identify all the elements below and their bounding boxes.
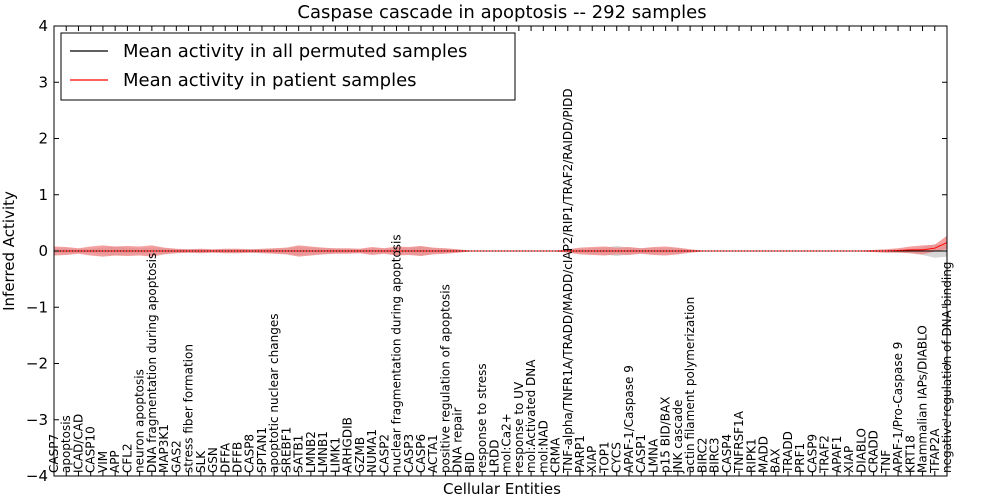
- category-label: Mammalian IAPs/DIABLO: [916, 325, 930, 473]
- category-label: SPTAN1: [255, 427, 269, 473]
- category-label: CASP3: [402, 434, 416, 473]
- x-axis-title: Cellular Entities: [443, 480, 561, 498]
- category-label: mol:NAD: [536, 420, 550, 473]
- category-label: ACTA1: [426, 434, 440, 473]
- plot-frame: [53, 25, 948, 477]
- legend-box: [60, 32, 516, 101]
- y-tick-label: 0: [38, 242, 48, 260]
- category-label: JNK cascade: [671, 400, 685, 474]
- category-label: CFL2: [120, 443, 134, 473]
- category-label: BAX: [769, 448, 783, 473]
- category-label: CRMA: [549, 437, 563, 473]
- y-tick-label: −4: [26, 467, 48, 485]
- x-axis-ticks: [53, 26, 948, 476]
- category-label: CASP8: [243, 434, 257, 473]
- category-label: apoptosis: [59, 415, 73, 473]
- category-label: TOP1: [597, 441, 611, 474]
- category-label: BID: [463, 452, 477, 473]
- category-label: LMNB1: [316, 431, 330, 473]
- category-label: NUMA1: [365, 429, 379, 473]
- category-label: stress fiber formation: [182, 344, 196, 473]
- category-label: TFAP2A: [928, 428, 942, 474]
- category-label: SLK: [194, 450, 208, 473]
- category-label: TNF-alpha/TNFR1A/TRADD/MADD/cIAP2/RIP1/T…: [561, 88, 575, 474]
- category-label: BIRC3: [708, 437, 722, 473]
- category-label: DFFB: [230, 442, 244, 473]
- category-label: DIABLO: [854, 428, 868, 473]
- category-label: CASP9: [805, 434, 819, 473]
- category-label: APAF-1/Caspase 9: [622, 365, 636, 473]
- category-label: BIRC2: [695, 437, 709, 473]
- category-label: LIMK1: [328, 437, 342, 473]
- y-tick-label: 2: [38, 130, 48, 148]
- category-label: TRADD: [781, 431, 795, 474]
- category-label: TNFRSF1A: [732, 410, 746, 474]
- category-label: VIM: [96, 451, 110, 473]
- category-label: LMNA: [646, 438, 660, 473]
- category-label: CASP6: [414, 434, 428, 473]
- category-label: apoptotic nuclear changes: [267, 314, 281, 473]
- category-labels: CASP7apoptosisICAD/CADCASP10VIMAPPCFL2ne…: [47, 88, 954, 474]
- category-label: nuclear fragmentation during apoptosis: [390, 234, 404, 473]
- legend-label-patient: Mean activity in patient samples: [123, 70, 417, 91]
- category-label: KRT18: [903, 435, 917, 473]
- category-label: CYCS: [610, 442, 624, 473]
- category-label: RIPK1: [744, 438, 758, 473]
- category-label: actin filament polymerization: [683, 297, 697, 473]
- y-tick-label: −1: [26, 298, 48, 316]
- category-label: PRF1: [793, 443, 807, 473]
- category-label: mol:Activated DNA: [524, 359, 538, 473]
- category-label: APAF-1/Pro-Caspase 9: [891, 342, 905, 473]
- category-label: MADD: [757, 436, 771, 473]
- category-label: PARP1: [573, 435, 587, 473]
- category-label: SREBF1: [279, 427, 293, 473]
- y-axis-ticks: −4 −3 −2 −1 0 1 2 3 4: [26, 17, 947, 485]
- category-label: XIAP: [842, 446, 856, 473]
- category-label: SATB1: [292, 435, 306, 473]
- category-label: CASP4: [720, 434, 734, 473]
- category-label: APAF1: [830, 436, 844, 473]
- category-label: response to UV: [512, 381, 526, 473]
- category-label: APP: [108, 450, 122, 473]
- category-label: LRDD: [487, 439, 501, 473]
- category-label: TRAF2: [818, 435, 832, 474]
- y-tick-label: −3: [26, 411, 48, 429]
- category-label: XIAP: [585, 446, 599, 473]
- category-label: MAP3K1: [157, 424, 171, 473]
- category-label: LMNB2: [304, 431, 318, 473]
- category-label: CASP10: [84, 426, 98, 473]
- legend-label-permuted: Mean activity in all permuted samples: [123, 41, 467, 62]
- category-label: p15 BID/BAX: [659, 397, 673, 473]
- category-label: CASP1: [634, 434, 648, 473]
- category-label: GAS2: [169, 440, 183, 473]
- y-tick-label: −2: [26, 355, 48, 373]
- series-lines: [54, 242, 948, 252]
- y-axis-title: Inferred Activity: [0, 191, 18, 311]
- category-label: CASP2: [377, 434, 391, 473]
- y-tick-label: 1: [38, 186, 48, 204]
- category-label: mol:Ca2+: [500, 413, 514, 473]
- category-label: DNA fragmentation during apoptosis: [145, 253, 159, 473]
- category-label: ARHGDIB: [341, 417, 355, 473]
- category-label: TNF: [879, 450, 893, 474]
- category-label: neuron apoptosis: [133, 369, 147, 473]
- chart-title: Caspase cascade in apoptosis -- 292 samp…: [297, 2, 706, 23]
- category-label: ICAD/CAD: [71, 414, 85, 473]
- category-label: DNA repair: [451, 407, 465, 473]
- category-label: positive regulation of apoptosis: [438, 284, 452, 473]
- category-label: DFFA: [218, 442, 232, 473]
- y-tick-label: 4: [38, 17, 48, 35]
- y-tick-label: 3: [38, 73, 48, 91]
- category-label: GSN: [206, 447, 220, 473]
- legend: Mean activity in all permuted samples Me…: [60, 32, 516, 101]
- category-label: GZMB: [353, 437, 367, 473]
- category-label: response to stress: [475, 363, 489, 473]
- category-label: CRADD: [867, 430, 881, 473]
